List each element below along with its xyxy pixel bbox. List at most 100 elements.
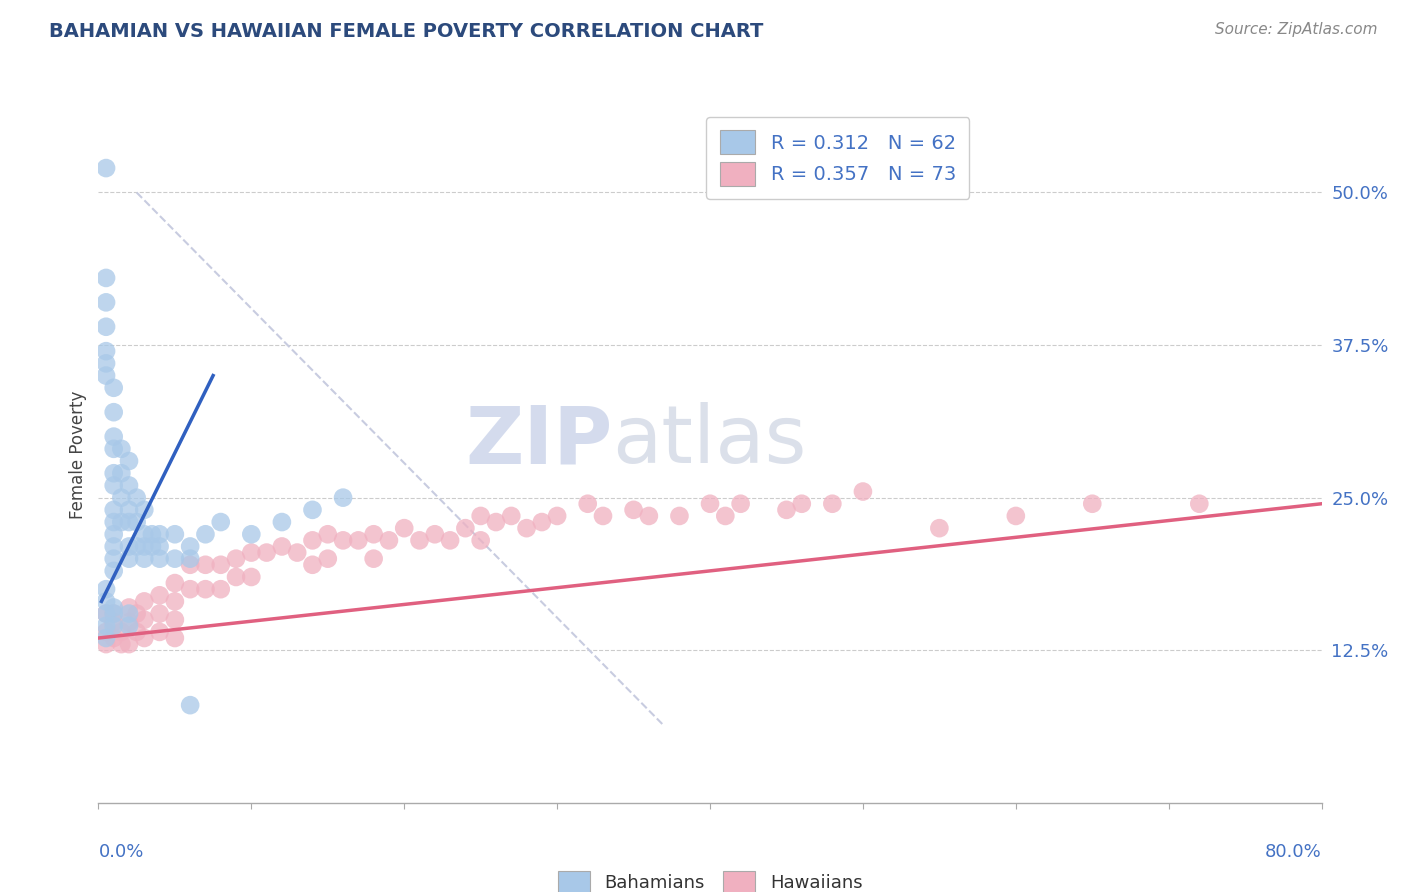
Point (118, 454, 141, 468)
Point (110, 515, 132, 529)
Point (347, 533, 370, 548)
Point (485, 515, 508, 529)
Point (775, 503, 797, 517)
Text: 80.0%: 80.0% (1265, 843, 1322, 861)
Point (363, 551, 385, 566)
Point (623, 503, 645, 517)
Point (363, 527, 385, 541)
Point (301, 503, 323, 517)
Point (94, 356, 117, 370)
Point (546, 508, 568, 523)
Point (149, 527, 172, 541)
Point (270, 515, 292, 529)
Point (103, 467, 125, 481)
Point (179, 551, 201, 566)
Text: BAHAMIAN VS HAWAIIAN FEMALE POVERTY CORRELATION CHART: BAHAMIAN VS HAWAIIAN FEMALE POVERTY CORR… (49, 22, 763, 41)
Point (209, 515, 232, 529)
Point (301, 558, 323, 572)
Point (94, 619, 117, 633)
Point (94, 607, 117, 621)
Point (423, 527, 446, 541)
Point (110, 637, 132, 651)
Point (256, 545, 278, 559)
Point (94, 594, 117, 608)
Point (179, 582, 201, 597)
Point (134, 594, 156, 608)
Point (332, 491, 354, 505)
Point (103, 551, 125, 566)
Point (94, 607, 117, 621)
Point (699, 497, 721, 511)
Point (149, 588, 172, 602)
Point (103, 607, 125, 621)
Point (110, 467, 132, 481)
Point (103, 405, 125, 419)
Point (103, 381, 125, 395)
Point (103, 619, 125, 633)
Point (454, 521, 477, 535)
Point (118, 551, 141, 566)
Point (408, 533, 430, 548)
Point (125, 624, 148, 639)
Point (118, 540, 141, 554)
Point (1081, 497, 1104, 511)
Point (118, 619, 141, 633)
Point (134, 540, 156, 554)
Point (134, 503, 156, 517)
Point (270, 540, 292, 554)
Y-axis label: Female Poverty: Female Poverty (69, 391, 87, 519)
Point (852, 484, 875, 499)
Point (392, 521, 416, 535)
Point (94, 368, 117, 383)
Point (149, 551, 172, 566)
Point (316, 551, 339, 566)
Point (439, 533, 461, 548)
Point (1004, 508, 1026, 523)
Point (118, 637, 141, 651)
Point (470, 508, 492, 523)
Point (118, 503, 141, 517)
Point (301, 533, 323, 548)
Text: 0.0%: 0.0% (98, 843, 143, 861)
Point (118, 615, 141, 629)
Point (163, 594, 186, 608)
Point (332, 533, 354, 548)
Point (714, 508, 737, 523)
Point (110, 624, 132, 639)
Point (592, 508, 614, 523)
Point (103, 478, 125, 492)
Point (103, 564, 125, 578)
Point (103, 615, 125, 629)
Point (103, 515, 125, 529)
Legend: Bahamians, Hawaiians: Bahamians, Hawaiians (548, 862, 872, 892)
Point (240, 545, 263, 559)
Point (94, 271, 117, 285)
Point (103, 442, 125, 456)
Point (225, 570, 247, 584)
Point (163, 527, 186, 541)
Point (125, 607, 148, 621)
Point (149, 540, 172, 554)
Text: ZIP: ZIP (465, 402, 612, 480)
Point (134, 551, 156, 566)
Point (94, 582, 117, 597)
Point (94, 624, 117, 639)
Point (790, 497, 813, 511)
Point (194, 558, 217, 572)
Point (637, 508, 661, 523)
Point (163, 576, 186, 591)
Point (94, 344, 117, 359)
Point (179, 698, 201, 713)
Point (194, 527, 217, 541)
Point (103, 503, 125, 517)
Point (103, 600, 125, 615)
Point (134, 527, 156, 541)
Point (209, 582, 232, 597)
Point (125, 540, 148, 554)
Point (285, 545, 308, 559)
Point (94, 295, 117, 310)
Point (179, 558, 201, 572)
Point (110, 491, 132, 505)
Point (118, 607, 141, 621)
Point (316, 527, 339, 541)
